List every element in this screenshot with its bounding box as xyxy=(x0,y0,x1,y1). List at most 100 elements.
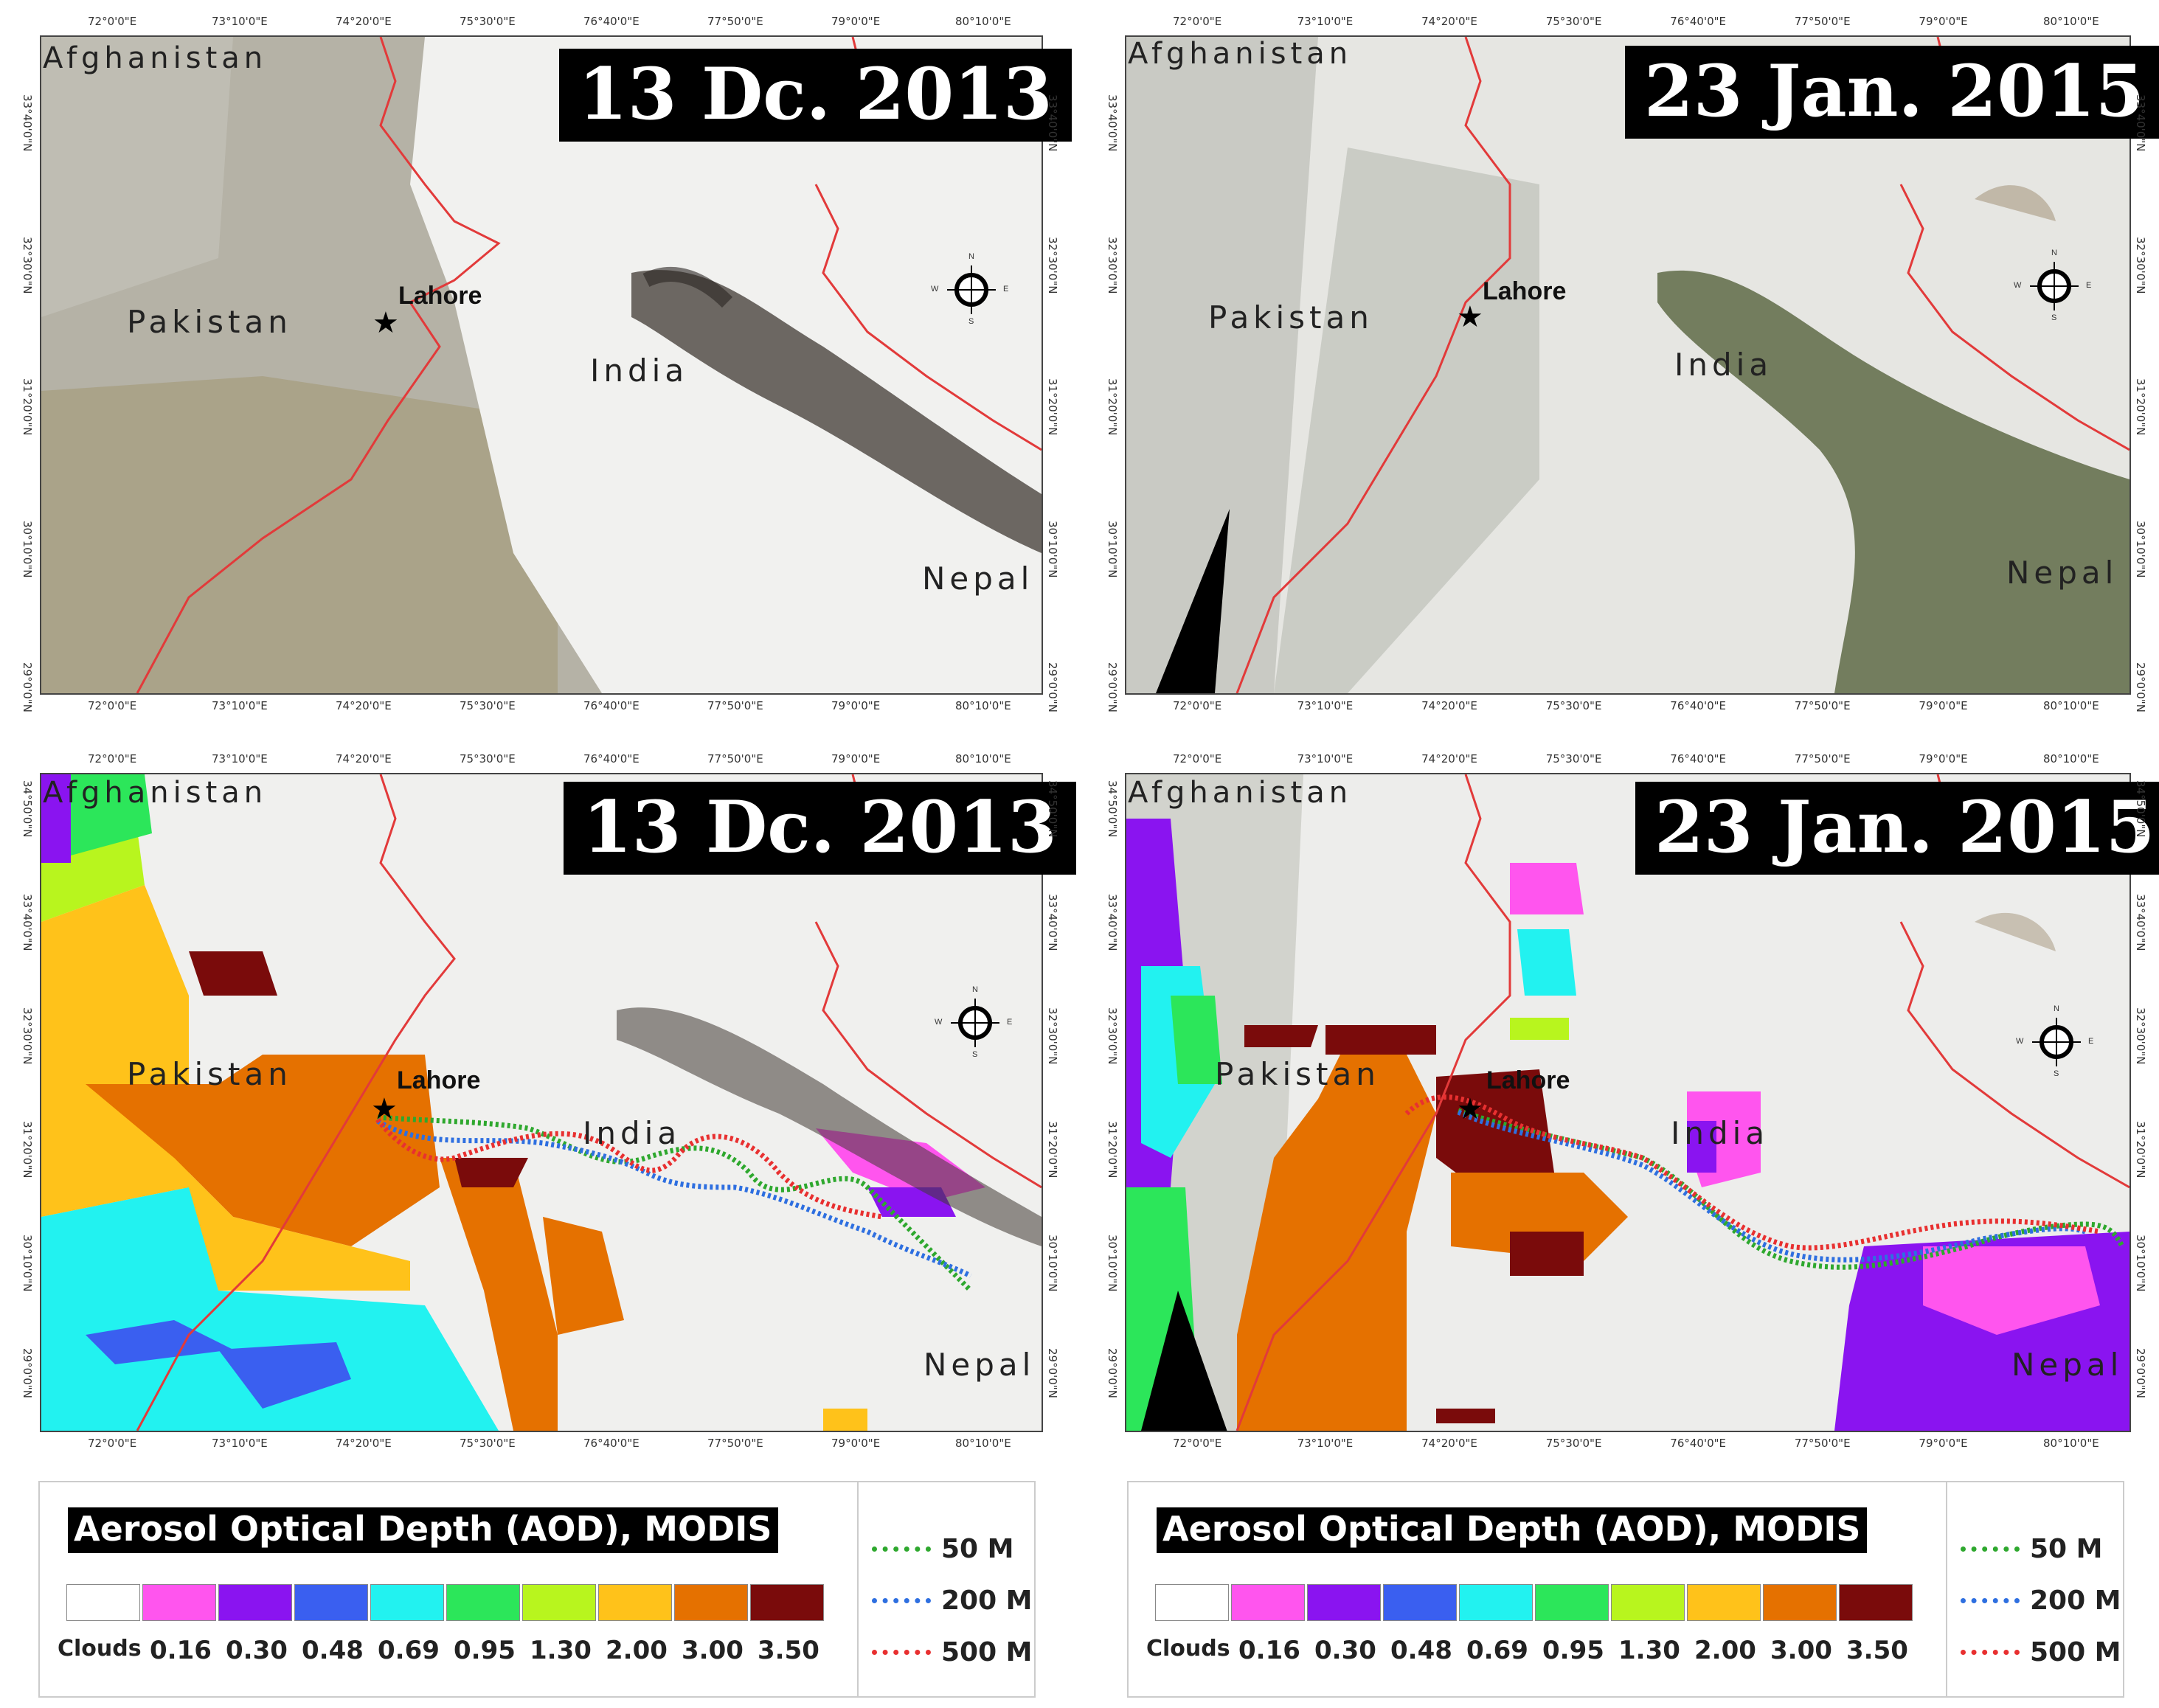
lat-tick-label: 31°20'0"N xyxy=(21,378,34,436)
map-imagery xyxy=(41,37,1042,693)
lat-tick-label: 33°40'0"N xyxy=(1106,894,1119,951)
lon-tick-label: 73°10'0"E xyxy=(1297,699,1354,712)
legend-swatch xyxy=(1763,1584,1837,1621)
lon-tick-label: 74°20'0"E xyxy=(336,15,392,28)
legend-swatch xyxy=(446,1584,520,1621)
lahore-star-icon: ★ xyxy=(372,307,399,339)
lon-tick-label: 77°50'0"E xyxy=(1794,699,1851,712)
legend-swatch xyxy=(522,1584,596,1621)
lat-tick-label: 30°10'0"N xyxy=(1106,1235,1119,1292)
lon-tick-label: 72°0'0"E xyxy=(1173,15,1222,28)
label-india: India xyxy=(1674,347,1773,383)
trajectory-line-swatch xyxy=(872,1650,931,1655)
lon-tick-label: 75°30'0"E xyxy=(1545,15,1602,28)
date-badge: 13 Dc. 2013 xyxy=(564,782,1076,875)
lon-tick-label: 77°50'0"E xyxy=(1794,752,1851,766)
lat-tick-label: 33°40'0"N xyxy=(21,894,34,951)
legend-class-label: 0.95 xyxy=(454,1636,516,1665)
trajectory-label: 500 M xyxy=(2030,1637,2121,1667)
trajectory-legend-left xyxy=(857,1481,1036,1698)
lon-tick-label: 76°40'0"E xyxy=(1670,752,1726,766)
lon-tick-label: 79°0'0"E xyxy=(1919,15,1968,28)
date-badge: 23 Jan. 2015 xyxy=(1635,782,2159,875)
lon-tick-label: 76°40'0"E xyxy=(583,1437,640,1450)
legend-swatch xyxy=(1611,1584,1685,1621)
satellite-map xyxy=(40,35,1043,695)
lat-tick-label: 32°30'0"N xyxy=(21,236,34,294)
trajectory-label: 200 M xyxy=(2030,1586,2121,1616)
legend-swatch xyxy=(294,1584,368,1621)
lon-tick-label: 79°0'0"E xyxy=(831,699,881,712)
trajectory-legend-item: 50 M xyxy=(872,1534,1013,1564)
lon-tick-label: 74°20'0"E xyxy=(336,752,392,766)
lahore-star-icon: ★ xyxy=(1457,1093,1483,1125)
compass-w: W xyxy=(2014,281,2022,290)
lon-tick-label: 79°0'0"E xyxy=(1919,1437,1968,1450)
legend-swatch xyxy=(218,1584,292,1621)
legend-swatch xyxy=(1839,1584,1913,1621)
lon-tick-label: 76°40'0"E xyxy=(1670,15,1726,28)
lon-tick-label: 79°0'0"E xyxy=(831,752,881,766)
label-afghanistan: Afghanistan xyxy=(43,41,268,75)
aod-imagery xyxy=(1126,774,2129,1431)
legend-title: Aerosol Optical Depth (AOD), MODIS xyxy=(1157,1507,1867,1553)
lon-tick-label: 75°30'0"E xyxy=(460,1437,516,1450)
lon-tick-label: 75°30'0"E xyxy=(460,752,516,766)
trajectory-label: 200 M xyxy=(941,1586,1033,1616)
label-nepal: Nepal xyxy=(2006,555,2118,591)
trajectory-label: 500 M xyxy=(941,1637,1033,1667)
lat-tick-label: 32°30'0"N xyxy=(2134,1007,2147,1065)
legend-class-label: 0.95 xyxy=(1542,1636,1604,1665)
lat-tick-label: 30°10'0"N xyxy=(2134,520,2147,577)
trajectory-500m xyxy=(1404,1094,2101,1251)
lat-tick-label: 32°30'0"N xyxy=(1046,1007,1059,1065)
lon-tick-label: 72°0'0"E xyxy=(1173,1437,1222,1450)
label-nepal: Nepal xyxy=(923,1347,1036,1383)
trajectory-line-swatch xyxy=(1961,1650,2020,1655)
lon-tick-label: 77°50'0"E xyxy=(1794,15,1851,28)
trajectory-line-swatch xyxy=(872,1546,931,1552)
compass-e: E xyxy=(1003,285,1009,294)
legend-swatch xyxy=(1459,1584,1533,1621)
trajectory-500m xyxy=(375,1117,883,1220)
lon-tick-label: 80°10'0"E xyxy=(2043,699,2099,712)
lat-tick-label: 32°30'0"N xyxy=(2134,236,2147,294)
legend-title: Aerosol Optical Depth (AOD), MODIS xyxy=(68,1507,778,1553)
lon-tick-label: 77°50'0"E xyxy=(707,752,763,766)
lat-tick-label: 30°10'0"N xyxy=(21,520,34,577)
legend-class-label: 3.50 xyxy=(1846,1636,1908,1665)
trajectory-legend-item: 50 M xyxy=(1961,1534,2102,1564)
lon-tick-label: 79°0'0"E xyxy=(831,15,881,28)
lat-tick-label: 33°40'0"N xyxy=(1046,894,1059,951)
lat-tick-label: 32°30'0"N xyxy=(1106,1007,1119,1065)
trajectory-legend-item: 500 M xyxy=(872,1637,1033,1667)
lat-tick-label: 34°50'0"N xyxy=(1106,780,1119,838)
trajectory-legend-item: 500 M xyxy=(1961,1637,2121,1667)
panel-bottom-right: 23 Jan. 2015 Afghanistan Pakistan India … xyxy=(1088,737,2159,1468)
compass-s: S xyxy=(968,317,974,326)
lat-tick-label: 29°0'0"N xyxy=(1046,1348,1059,1398)
lahore-star-icon: ★ xyxy=(371,1093,398,1125)
legend-swatch xyxy=(1535,1584,1609,1621)
legend-swatch xyxy=(750,1584,824,1621)
label-india: India xyxy=(583,1115,682,1151)
lat-tick-label: 29°0'0"N xyxy=(2134,662,2147,712)
lon-tick-label: 77°50'0"E xyxy=(1794,1437,1851,1450)
legend-class-label: 0.48 xyxy=(1390,1636,1452,1665)
lat-tick-label: 29°0'0"N xyxy=(21,662,34,712)
aod-imagery xyxy=(41,774,1042,1431)
lon-tick-label: 76°40'0"E xyxy=(583,15,640,28)
lat-tick-label: 29°0'0"N xyxy=(1106,662,1119,712)
compass-n: N xyxy=(2051,249,2057,257)
lon-tick-label: 74°20'0"E xyxy=(336,699,392,712)
lat-tick-label: 31°20'0"N xyxy=(21,1121,34,1178)
trajectory-line-swatch xyxy=(872,1598,931,1603)
legend-swatch xyxy=(66,1584,140,1621)
lahore-star-icon: ★ xyxy=(1457,301,1483,333)
label-nepal: Nepal xyxy=(2011,1347,2124,1383)
legend-class-label: 3.00 xyxy=(682,1636,744,1665)
trajectory-legend-item: 200 M xyxy=(1961,1586,2121,1616)
compass-icon: N S E W xyxy=(2016,1004,2093,1078)
lon-tick-label: 75°30'0"E xyxy=(1545,1437,1602,1450)
legend-class-label: 2.00 xyxy=(1694,1636,1756,1665)
